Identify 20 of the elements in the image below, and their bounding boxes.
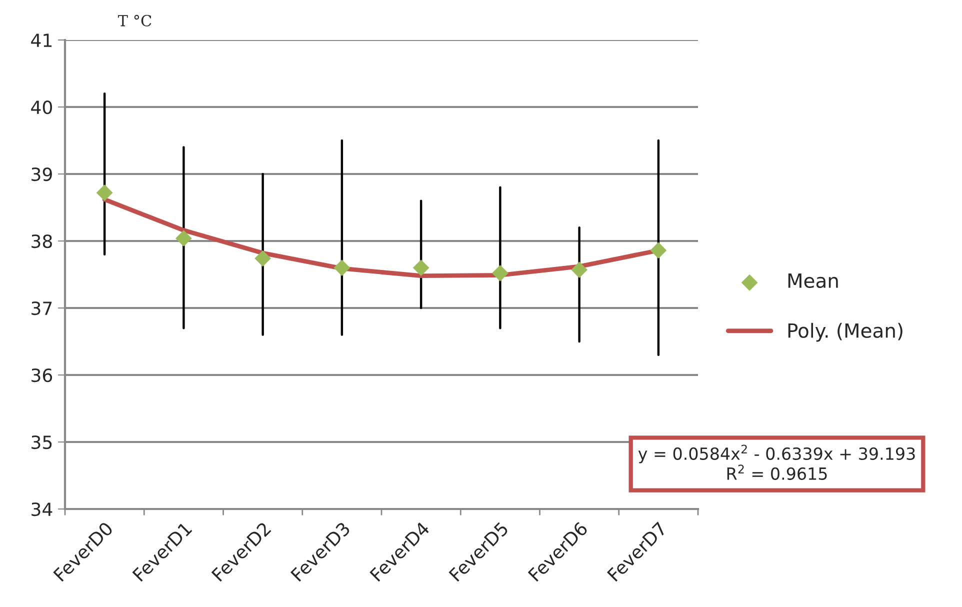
y-tick-label: 35 bbox=[32, 435, 52, 450]
y-tick-label: 37 bbox=[32, 301, 52, 316]
point bbox=[571, 262, 588, 278]
point bbox=[175, 230, 192, 247]
y-tick-label: 39 bbox=[32, 167, 52, 182]
y-tick-label: 38 bbox=[32, 234, 52, 248]
y-tick-label: 40 bbox=[31, 100, 52, 114]
point bbox=[412, 260, 430, 276]
legend-label: Poly. (Mean) bbox=[788, 322, 902, 342]
point bbox=[650, 242, 667, 259]
y-tick-label: 36 bbox=[32, 368, 52, 382]
point bbox=[492, 264, 508, 282]
y-tick-label: 34 bbox=[32, 502, 52, 516]
point bbox=[96, 184, 113, 201]
y-tick-label: 41 bbox=[31, 34, 52, 47]
point bbox=[254, 250, 272, 267]
annotation: y = 0.0584x$^{2}$ - 0.6339x + 39.193 R$^{2}$ = 0.9615 bbox=[638, 444, 915, 480]
point bbox=[334, 260, 350, 276]
legend-label: Mean bbox=[788, 274, 838, 288]
y-axis-title: T °C bbox=[118, 14, 152, 26]
